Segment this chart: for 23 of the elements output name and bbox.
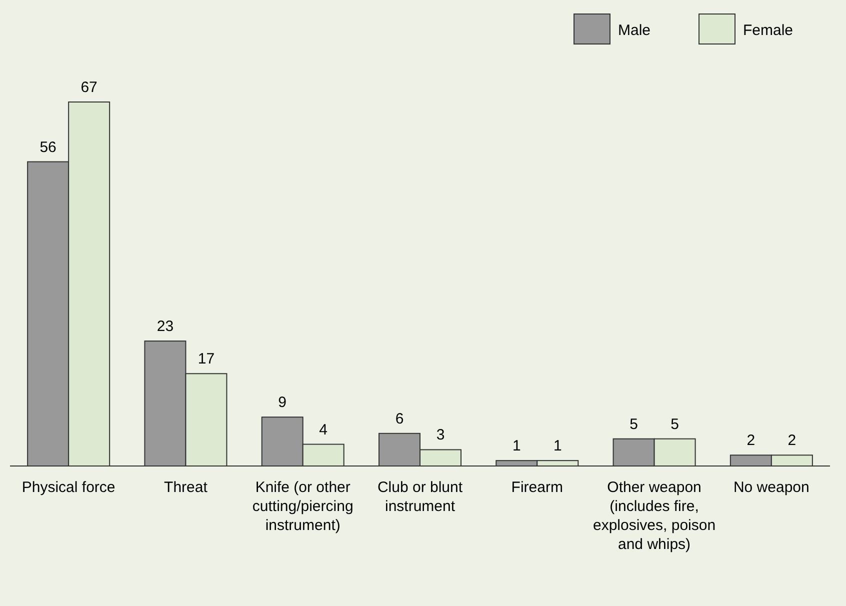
- data-label: 2: [788, 432, 796, 450]
- legend-label: Female: [743, 22, 794, 39]
- data-label: 5: [630, 416, 638, 433]
- x-tick-label: Club or blunt instrument: [377, 479, 464, 515]
- data-label: 56: [40, 138, 56, 156]
- data-label: 5: [670, 416, 679, 433]
- data-label: 1: [512, 438, 521, 455]
- data-label: 6: [395, 410, 404, 428]
- legend-label: Male: [618, 22, 651, 39]
- data-label: 9: [278, 394, 287, 412]
- x-tick-label: Knife (or other cutting/piercing instrument): [252, 479, 354, 534]
- data-label: 67: [80, 79, 98, 96]
- data-label: 2: [746, 432, 756, 450]
- data-label: 3: [436, 426, 445, 444]
- x-tick-label: Other weapon (includes fire, explosives, poison and whips): [592, 479, 716, 553]
- x-tick-label: Firearm: [511, 479, 563, 496]
- x-tick-label: No weapon: [733, 479, 810, 496]
- x-tick-label: Physical force: [22, 479, 116, 496]
- x-tick-label: Threat: [164, 479, 208, 496]
- data-label: 1: [553, 438, 562, 455]
- data-label: 23: [156, 318, 174, 336]
- data-label: 17: [198, 350, 215, 368]
- data-label: 4: [319, 421, 328, 438]
